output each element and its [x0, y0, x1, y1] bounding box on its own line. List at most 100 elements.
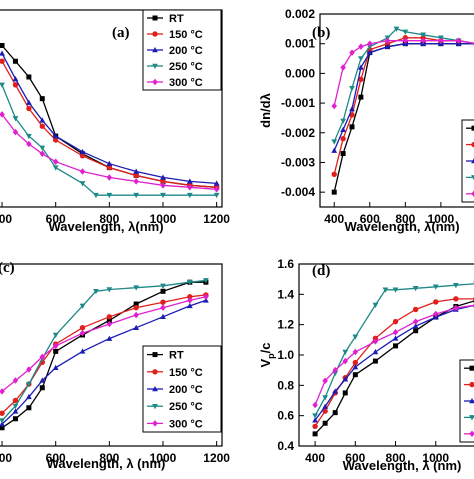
- data-point: [107, 314, 112, 319]
- legend-label: 200 °C: [169, 45, 203, 57]
- data-point: [340, 127, 346, 132]
- data-point: [312, 402, 318, 409]
- data-point: [373, 349, 379, 354]
- data-point: [26, 74, 31, 79]
- legend-marker: [153, 16, 158, 21]
- data-point: [313, 431, 318, 436]
- series-line: [315, 284, 474, 416]
- data-point: [340, 136, 345, 141]
- x-axis-label: Wavelength, λ (nm): [343, 458, 462, 473]
- legend-marker: [470, 366, 474, 371]
- data-point: [331, 103, 337, 110]
- series-line: [334, 44, 474, 151]
- legend-label: 250 °C: [169, 61, 203, 73]
- data-point: [80, 168, 86, 175]
- series-line: [315, 299, 474, 426]
- data-point: [393, 319, 398, 324]
- data-point: [358, 56, 364, 61]
- data-point: [350, 124, 355, 129]
- y-tick-label: 1.2: [277, 318, 294, 332]
- legend-label: RT: [169, 350, 184, 362]
- data-point: [453, 296, 458, 301]
- data-point: [107, 174, 113, 181]
- x-tick-label: 400: [305, 451, 325, 465]
- data-point: [40, 385, 45, 390]
- data-point: [393, 335, 399, 340]
- legend-marker: [152, 31, 157, 36]
- data-point: [342, 350, 348, 355]
- data-point: [53, 349, 58, 354]
- data-point: [358, 43, 364, 50]
- data-point: [160, 289, 165, 294]
- x-axis-label: Wavelength, λ(nm): [48, 219, 163, 234]
- data-point: [343, 390, 348, 395]
- y-tick-label: 0.002: [285, 7, 315, 21]
- y-tick-label: 0.6: [277, 409, 294, 423]
- legend-label: RT: [169, 13, 184, 25]
- data-point: [323, 421, 328, 426]
- data-point: [13, 416, 18, 421]
- data-point: [358, 95, 363, 100]
- data-point: [133, 312, 139, 319]
- data-point: [322, 395, 328, 400]
- data-point: [160, 300, 165, 305]
- data-point: [331, 148, 337, 153]
- data-point: [80, 325, 85, 330]
- data-point: [413, 307, 418, 312]
- x-tick-label: 1200: [203, 451, 230, 465]
- data-point: [312, 424, 317, 429]
- y-tick-label: -0.002: [281, 126, 315, 140]
- series-line: [334, 44, 474, 193]
- series-group: [312, 281, 474, 436]
- legend-marker: [153, 352, 158, 357]
- data-point: [133, 178, 139, 185]
- data-point: [26, 100, 32, 105]
- data-point: [0, 59, 5, 64]
- plot-frame: [320, 14, 474, 207]
- x-tick-label: 400: [0, 451, 12, 465]
- data-point: [0, 50, 5, 55]
- data-point: [332, 172, 337, 177]
- y-tick-label: 1.4: [277, 287, 294, 301]
- data-point: [53, 333, 59, 338]
- data-point: [353, 372, 358, 377]
- data-point: [26, 405, 31, 410]
- data-point: [332, 190, 337, 195]
- data-point: [40, 124, 45, 129]
- data-point: [413, 318, 419, 325]
- legend: [462, 120, 474, 202]
- panel-label: (a): [112, 25, 130, 41]
- legend-label: 150 °C: [169, 29, 203, 41]
- x-tick-label: 400: [324, 212, 344, 226]
- legend-label: 200 °C: [169, 384, 203, 396]
- y-axis-label: Vp/c: [258, 342, 276, 367]
- panel-label: (c): [0, 260, 15, 276]
- data-point: [393, 343, 398, 348]
- y-tick-label: 1.0: [277, 348, 294, 362]
- y-tick-label: 0.4: [277, 439, 294, 453]
- legend-label: 300 °C: [169, 418, 203, 430]
- data-point: [0, 83, 5, 88]
- data-point: [40, 96, 45, 101]
- data-point: [53, 165, 59, 170]
- y-tick-label: 0.8: [277, 378, 294, 392]
- panel-label: (b): [312, 25, 330, 41]
- x-axis-label: Wavelength, λ (nm): [47, 456, 166, 471]
- data-point: [340, 119, 346, 124]
- legend-marker: [152, 369, 157, 374]
- x-tick-label: 400: [0, 212, 12, 226]
- data-point: [13, 59, 18, 64]
- chart-panel-a: 40060080010001200Wavelength, λ(nm)(a)RT1…: [0, 10, 230, 234]
- data-point: [13, 76, 19, 81]
- data-point: [331, 139, 337, 144]
- y-tick-label: -0.001: [281, 96, 315, 110]
- data-point: [160, 304, 166, 311]
- data-point: [433, 299, 438, 304]
- series-line: [334, 38, 474, 175]
- data-point: [26, 106, 31, 111]
- panel-label: (d): [312, 263, 330, 279]
